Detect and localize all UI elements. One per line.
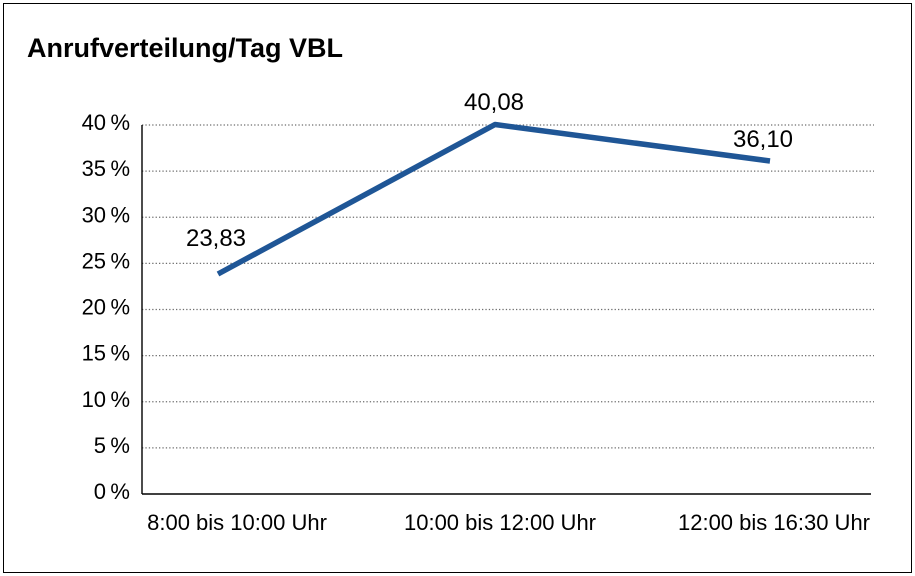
svg-text:36,10: 36,10: [733, 126, 793, 153]
svg-text:40,08: 40,08: [464, 89, 524, 116]
svg-text:8:00 bis 10:00 Uhr: 8:00 bis 10:00 Uhr: [147, 510, 327, 535]
svg-text:20 %: 20 %: [82, 295, 130, 320]
svg-text:15 %: 15 %: [82, 341, 130, 366]
svg-text:10:00 bis 12:00 Uhr: 10:00 bis 12:00 Uhr: [404, 510, 596, 535]
svg-text:35 %: 35 %: [82, 156, 130, 181]
svg-text:12:00 bis 16:30 Uhr: 12:00 bis 16:30 Uhr: [678, 510, 870, 535]
svg-text:5 %: 5 %: [94, 433, 130, 458]
svg-text:23,83: 23,83: [186, 225, 246, 252]
svg-text:10 %: 10 %: [82, 387, 130, 412]
svg-text:0 %: 0 %: [94, 479, 130, 504]
svg-text:40 %: 40 %: [82, 110, 130, 135]
svg-text:25 %: 25 %: [82, 248, 130, 273]
svg-text:30 %: 30 %: [82, 202, 130, 227]
